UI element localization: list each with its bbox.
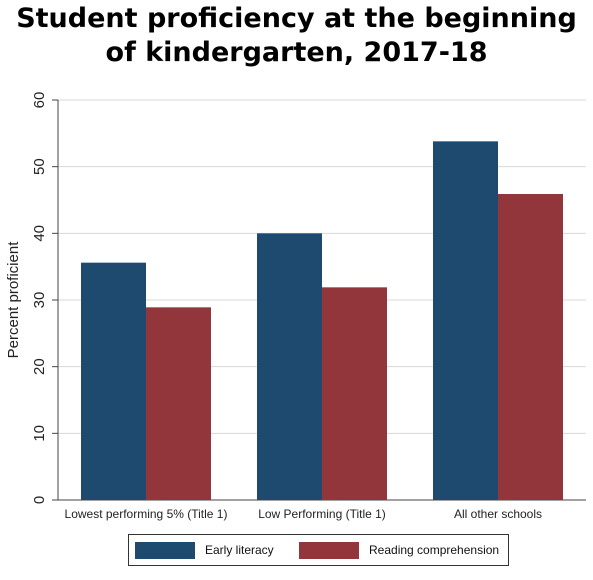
chart-title: Student proficiency at the beginning of … (0, 2, 593, 70)
x-tick-label-0: Lowest performing 5% (Title 1) (65, 507, 228, 521)
bar-early-literacy-2 (433, 141, 498, 501)
bar-reading-comprehension-2 (498, 194, 563, 500)
y-tick-label-0: 0 (31, 496, 48, 504)
legend-label-early-literacy: Early literacy (205, 543, 274, 557)
x-tick-label-2: All other schools (454, 507, 542, 521)
y-axis-label: Percent proficient (5, 241, 22, 359)
bar-reading-comprehension-0 (146, 307, 211, 500)
legend: Early literacy Reading comprehension (128, 534, 509, 566)
x-axis-labels: Lowest performing 5% (Title 1) Low Perfor… (65, 507, 543, 521)
bar-early-literacy-0 (81, 262, 146, 500)
chart-title-line-2: of kindergarten, 2017-18 (105, 37, 488, 68)
x-tick-label-1: Low Performing (Title 1) (258, 507, 386, 521)
y-tick-label-30: 30 (31, 292, 48, 309)
legend-swatch-early-literacy (135, 541, 195, 559)
y-tick-label-60: 60 (31, 92, 48, 109)
y-tick-label-50: 50 (31, 158, 48, 175)
y-tick-label-40: 40 (31, 225, 48, 242)
y-tick-label-10: 10 (31, 425, 48, 442)
legend-label-reading-comprehension: Reading comprehension (369, 543, 500, 557)
bar-chart: 0 10 20 30 40 50 60 Lowest performing 5% (Titl… (5, 92, 586, 521)
legend-item-reading-comprehension: Reading comprehension (299, 535, 499, 565)
chart-title-line-1: Student proficiency at the beginning (16, 3, 577, 34)
bar-reading-comprehension-1 (322, 287, 387, 500)
legend-item-early-literacy: Early literacy (135, 535, 274, 565)
bar-early-literacy-1 (257, 233, 322, 501)
y-tick-label-20: 20 (31, 358, 48, 375)
legend-swatch-reading-comprehension (299, 541, 359, 559)
bars (81, 141, 563, 501)
